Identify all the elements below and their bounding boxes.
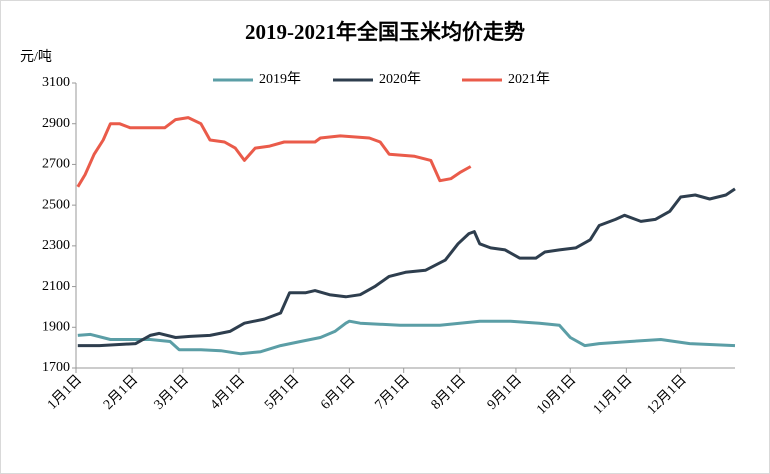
legend-label: 2019年 xyxy=(259,71,301,87)
y-tick-label: 3100 xyxy=(42,75,70,90)
y-tick-label: 2700 xyxy=(42,157,70,172)
y-tick-label: 2100 xyxy=(42,279,70,294)
y-axis-label: 元/吨 xyxy=(20,49,52,65)
series-line xyxy=(77,187,736,348)
y-tick-label: 2900 xyxy=(42,116,70,131)
y-tick-label: 1700 xyxy=(42,360,70,375)
series-line xyxy=(77,319,736,356)
legend-label: 2021年 xyxy=(508,71,550,87)
legend-label: 2020年 xyxy=(379,71,421,87)
y-tick-label: 2500 xyxy=(42,197,70,212)
y-tick-label: 2300 xyxy=(42,238,70,253)
y-tick-label: 1900 xyxy=(42,320,70,335)
series-line xyxy=(76,116,472,188)
chart-title: 2019-2021年全国玉米均价走势 xyxy=(245,20,525,44)
